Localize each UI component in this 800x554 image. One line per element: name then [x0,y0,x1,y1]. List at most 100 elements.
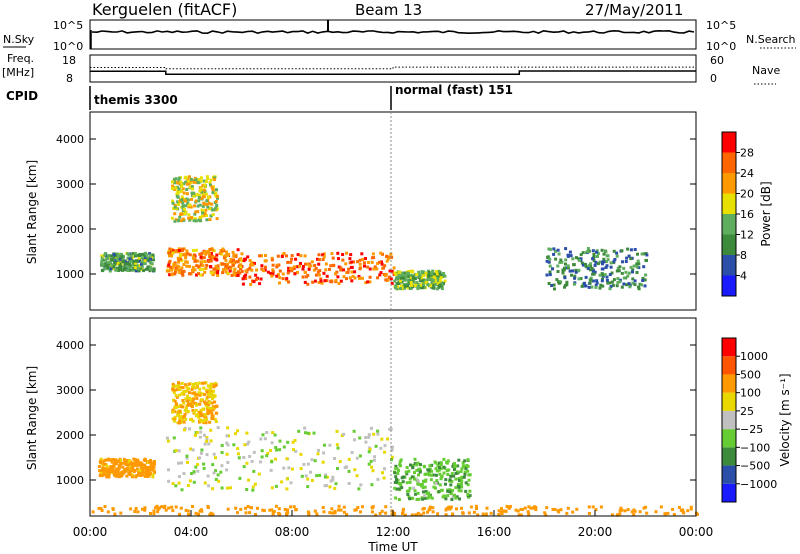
data-cell [460,475,464,479]
data-cell [253,482,257,486]
data-cell [260,267,264,271]
data-cell [152,460,156,464]
data-cell [271,263,275,267]
data-cell [641,279,645,282]
data-cell [594,260,598,264]
y-tick-label: 1000 [56,474,84,487]
data-cell [385,259,389,263]
nsearch-tick-top: 10^5 [706,19,736,32]
data-cell [270,258,274,262]
data-cell [596,252,600,255]
data-cell [184,175,188,179]
data-cell [460,485,464,489]
data-cell [260,449,264,453]
data-cell [148,252,152,256]
data-cell [464,489,468,493]
data-cell [547,282,551,285]
data-cell [185,197,189,201]
data-cell [271,512,275,516]
data-cell [618,509,622,513]
data-cell [204,266,208,270]
data-cell [240,269,244,273]
data-cell [193,433,197,437]
data-cell [184,389,188,393]
data-cell [144,466,148,469]
data-cell [633,279,637,283]
data-cell [430,272,434,276]
data-cell [293,272,297,276]
data-cell [519,507,523,511]
data-cell [138,253,142,256]
data-cell [207,484,211,488]
data-cell [274,504,278,508]
data-cell [178,254,182,258]
data-cell [181,272,185,275]
data-cell [208,218,212,222]
data-cell [192,397,196,401]
data-cell [215,188,218,192]
data-cell [130,258,134,262]
data-cell [192,383,195,386]
data-cell [211,188,215,192]
data-cell [637,266,641,270]
data-cell [306,477,310,481]
data-cell [176,189,180,193]
data-cell [616,281,620,284]
data-cell [192,410,196,414]
colorbar-tick-label: −25 [740,423,763,436]
freq-tick-top: 18 [62,54,76,67]
data-cell [565,266,568,270]
data-cell [200,381,204,385]
data-cell [336,251,340,255]
data-cell [111,507,115,511]
data-cell [271,268,275,272]
data-cell [213,418,217,421]
data-cell [131,464,135,468]
data-cell [243,443,247,447]
data-cell [220,451,224,454]
data-cell [203,212,207,216]
data-cell [236,511,239,515]
data-cell [553,508,557,511]
data-cell [309,264,313,268]
data-cell [197,178,201,182]
data-cell [434,486,437,490]
data-cell [527,505,531,509]
data-cell [110,258,114,262]
data-cell [187,182,191,186]
data-cell [170,272,174,276]
data-cell [317,253,321,257]
data-cell [211,213,215,217]
data-cell [592,252,596,256]
data-cell [321,506,325,509]
data-cell [325,274,329,278]
data-cell [214,411,218,415]
data-cell [186,252,190,256]
data-cell [209,511,213,515]
data-cell [382,266,385,270]
data-cell [349,266,353,269]
data-cell [177,481,181,485]
data-cell [380,260,383,264]
data-cell [205,390,209,394]
data-cell [331,478,335,482]
data-cell [116,261,120,265]
time-x-axis: 00:00 04:00 08:00 12:00 16:00 20:00 00:00 [73,510,713,539]
data-cell [130,466,134,470]
data-cell [199,255,203,259]
data-cell [397,481,401,485]
data-cell [306,462,310,466]
data-cell [197,265,201,269]
data-cell [167,263,171,267]
data-cell [262,509,266,513]
data-cell [564,258,568,262]
data-cell [278,448,282,452]
data-cell [435,287,439,291]
data-cell [214,206,218,210]
data-cell [207,252,211,256]
data-cell [180,219,184,223]
colorbar-tick-label: −500 [740,460,770,473]
data-cell [315,512,319,516]
data-cell [627,254,631,258]
data-cell [293,439,297,442]
